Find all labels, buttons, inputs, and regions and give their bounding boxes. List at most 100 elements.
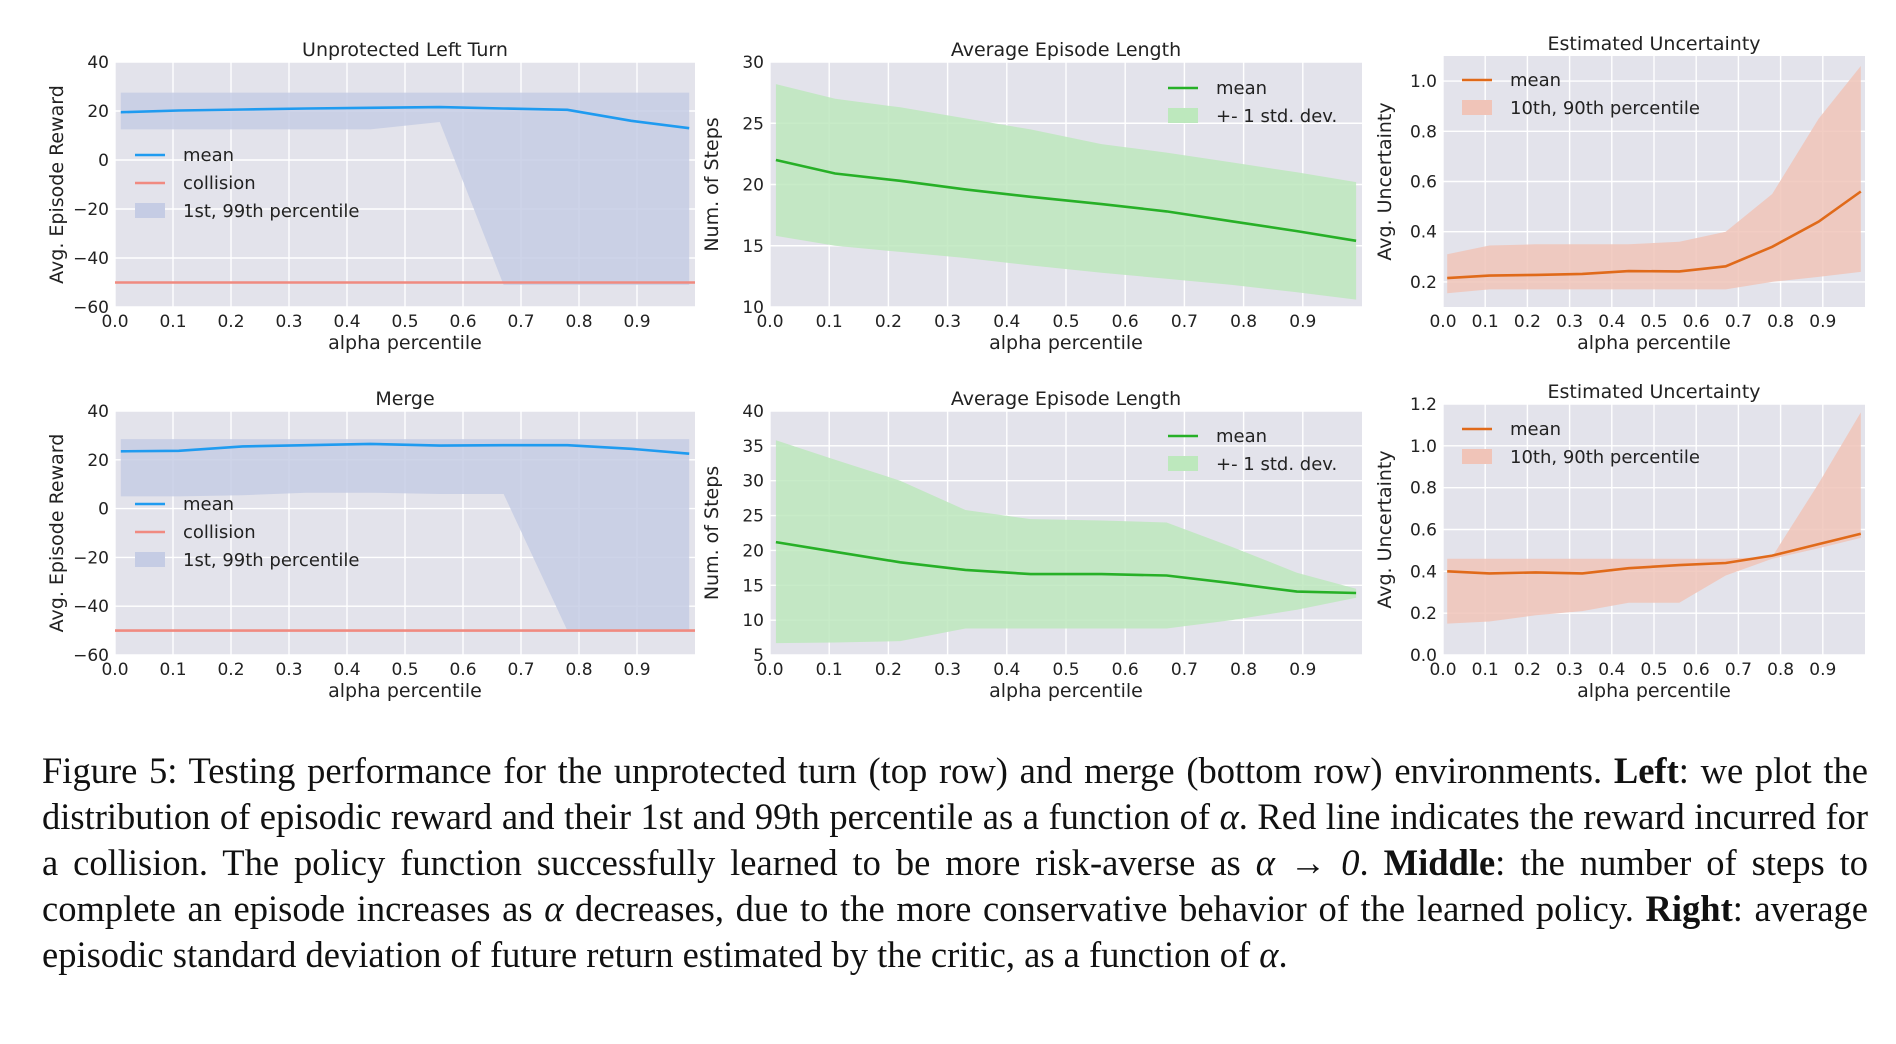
chart-title: Estimated Uncertainty <box>1547 381 1760 403</box>
band-1st-99th-percentile <box>120 92 690 285</box>
y-tick-label: 30 <box>742 472 764 492</box>
legend: mean +- 1 std. dev. <box>1168 426 1337 475</box>
chart-title: Estimated Uncertainty <box>1547 33 1760 55</box>
y-tick-label: −20 <box>73 548 109 568</box>
legend-label: collision <box>183 173 256 194</box>
y-tick-label: 5 <box>753 646 764 666</box>
chart-title: Average Episode Length <box>951 388 1181 410</box>
legend: mean 10th, 90th percentile <box>1462 70 1700 119</box>
caption-left-text-b: . Red line indicates the reward incurred… <box>42 796 1868 883</box>
x-tick-label: 0.6 <box>1683 312 1710 332</box>
legend-swatch <box>1462 100 1492 115</box>
caption-left-text-c: . <box>1359 842 1384 883</box>
legend-label: 1st, 99th percentile <box>183 201 359 222</box>
legend-swatch <box>1168 108 1198 123</box>
x-tick-label: 0.8 <box>565 312 592 332</box>
x-tick-label: 0.3 <box>934 660 961 680</box>
series-line-mean <box>775 540 1357 595</box>
x-tick-label: 0.5 <box>1640 660 1667 680</box>
legend-swatch <box>1168 456 1198 471</box>
legend: mean 10th, 90th percentile <box>1462 419 1700 468</box>
x-tick-label: 0.1 <box>1472 312 1499 332</box>
x-tick-label: 0.4 <box>993 660 1020 680</box>
chart-panel-5: 0.0 0.1 0.2 0.3 0.4 0.5 0.6 0.7 0.8 0.9 5 10 15 20 25 3… <box>701 388 1362 702</box>
series-line-mean <box>120 105 690 130</box>
y-tick-label: 0 <box>98 151 109 171</box>
y-tick-label: 20 <box>87 102 109 122</box>
y-tick-label: 15 <box>742 237 764 257</box>
y-tick-label: −20 <box>73 200 109 220</box>
x-tick-label: 0.7 <box>1171 312 1198 332</box>
chart-title: Merge <box>375 388 434 410</box>
y-tick-label: 0.4 <box>1410 223 1437 243</box>
x-axis-label: alpha percentile <box>989 680 1143 702</box>
x-tick-label: 0.0 <box>1429 312 1456 332</box>
y-tick-label: −60 <box>73 646 109 666</box>
caption-figure-label: Figure 5: <box>42 750 178 791</box>
x-tick-label: 0.8 <box>1230 312 1257 332</box>
x-tick-label: 0.9 <box>1809 312 1836 332</box>
y-tick-label: 10 <box>742 611 764 631</box>
legend-label: +- 1 std. dev. <box>1216 454 1337 475</box>
x-tick-label: 0.8 <box>1767 312 1794 332</box>
x-tick-label: 0.9 <box>1289 660 1316 680</box>
x-tick-label: 0.6 <box>1683 660 1710 680</box>
y-tick-label: 20 <box>742 176 764 196</box>
x-tick-label: 0.1 <box>159 660 186 680</box>
x-tick-label: 0.5 <box>1052 312 1079 332</box>
x-tick-label: 0.2 <box>875 660 902 680</box>
caption-right-text-a: : average episodic standard deviation of… <box>42 888 1868 975</box>
x-tick-label: 0.6 <box>449 312 476 332</box>
legend-label: 10th, 90th percentile <box>1510 447 1700 468</box>
series-line-mean <box>775 158 1357 243</box>
band-1st-99th-percentile <box>120 439 690 631</box>
x-tick-label: 0.7 <box>1725 312 1752 332</box>
x-tick-label: 0.7 <box>1171 660 1198 680</box>
x-tick-label: 0.9 <box>1809 660 1836 680</box>
y-axis-label: Avg. Uncertainty <box>1374 450 1396 608</box>
y-axis-label: Avg. Episode Reward <box>46 434 68 633</box>
caption-middle-label: Middle <box>1383 842 1496 883</box>
band--1-std-dev- <box>775 440 1357 644</box>
y-axis-label: Avg. Uncertainty <box>1374 102 1396 260</box>
chart-title: Unprotected Left Turn <box>302 39 508 61</box>
x-tick-label: 0.1 <box>816 660 843 680</box>
chart-panel-2: 0.0 0.1 0.2 0.3 0.4 0.5 0.6 0.7 0.8 0.9 10 15 20 25 30… <box>701 39 1362 354</box>
x-tick-label: 0.1 <box>1472 660 1499 680</box>
y-tick-label: 1.2 <box>1410 395 1437 415</box>
x-tick-label: 0.2 <box>875 312 902 332</box>
y-tick-label: 0.4 <box>1410 562 1437 582</box>
x-axis-label: alpha percentile <box>1577 332 1731 354</box>
legend-label: 1st, 99th percentile <box>183 550 359 571</box>
x-tick-label: 0.2 <box>217 312 244 332</box>
y-axis-label: Avg. Episode Reward <box>46 85 68 284</box>
series-line-mean <box>120 442 690 455</box>
x-tick-label: 0.8 <box>1230 660 1257 680</box>
y-tick-label: 20 <box>87 451 109 471</box>
x-tick-label: 0.7 <box>1725 660 1752 680</box>
y-tick-label: 1.0 <box>1410 437 1437 457</box>
caption-right-label: Right <box>1645 888 1733 929</box>
x-tick-label: 0.1 <box>159 312 186 332</box>
x-tick-label: 0.0 <box>101 660 128 680</box>
x-tick-label: 0.3 <box>275 660 302 680</box>
y-tick-label: 1.0 <box>1410 72 1437 92</box>
y-tick-label: 40 <box>742 402 764 422</box>
x-tick-label: 0.2 <box>217 660 244 680</box>
y-tick-label: 0.6 <box>1410 173 1437 193</box>
x-axis-label: alpha percentile <box>328 680 482 702</box>
x-tick-label: 0.0 <box>101 312 128 332</box>
y-tick-label: 10 <box>742 298 764 318</box>
figure-5-chart-grid: 0.0 0.1 0.2 0.3 0.4 0.5 0.6 0.7 0.8 0.9 −60 −40 −20 0… <box>46 33 1865 702</box>
legend-label: mean <box>183 145 234 166</box>
y-axis-label: Num. of Steps <box>701 117 723 251</box>
x-tick-label: 0.7 <box>507 660 534 680</box>
y-tick-label: 35 <box>742 437 764 457</box>
x-tick-label: 0.6 <box>1112 312 1139 332</box>
legend-swatch <box>1462 449 1492 464</box>
x-tick-label: 0.9 <box>623 660 650 680</box>
x-tick-label: 0.8 <box>1767 660 1794 680</box>
x-tick-label: 0.0 <box>756 312 783 332</box>
chart-panel-4: 0.0 0.1 0.2 0.3 0.4 0.5 0.6 0.7 0.8 0.9 −60 −40 −20 0… <box>46 388 695 702</box>
figure-caption: Figure 5: Testing performance for the un… <box>42 748 1868 978</box>
